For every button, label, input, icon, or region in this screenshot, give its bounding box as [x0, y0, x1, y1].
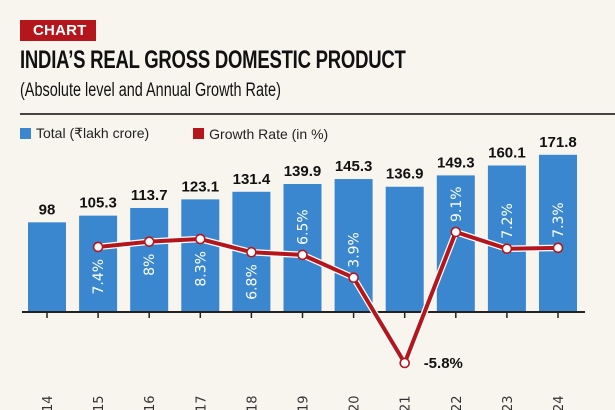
growth-point [552, 242, 564, 254]
x-tick-label: 19 [297, 395, 312, 410]
x-tick-label: 20 [348, 395, 363, 410]
growth-rate-label: 7.2% [500, 203, 516, 239]
bar [436, 175, 475, 312]
growth-rate-label: 8% [142, 254, 158, 276]
growth-point [92, 241, 104, 253]
chart-title: INDIA’S REAL GROSS DOMESTIC PRODUCT [20, 46, 406, 74]
growth-point [195, 233, 206, 245]
bar [539, 154, 577, 312]
bar-value-label: 145.3 [335, 158, 373, 175]
bar [487, 165, 526, 312]
chart-badge: CHART [20, 20, 96, 41]
bar-value-label: 139.9 [284, 163, 322, 180]
bar-value-label: 136.9 [386, 166, 424, 183]
x-tick-label: 16 [143, 395, 158, 410]
x-tick-label: 18 [245, 395, 260, 410]
growth-rate-label: 9.1% [449, 186, 465, 222]
bar-value-label: 105.3 [79, 195, 117, 212]
legend-item-total: Total (₹lakh crore) [20, 125, 149, 142]
bar [334, 179, 373, 312]
bar-value-label: 98 [39, 201, 56, 218]
bar [130, 207, 169, 312]
header-divider [20, 113, 615, 115]
bar-value-label: 131.4 [233, 171, 271, 188]
bar [28, 222, 66, 312]
bar [385, 186, 424, 312]
growth-rate-label: 8.3% [193, 251, 209, 287]
x-tick-label: 23 [501, 395, 516, 410]
bar [181, 199, 220, 312]
bar-value-label: 113.7 [131, 187, 168, 204]
growth-rate-label: 7.3% [551, 202, 567, 238]
chart-subtitle: (Absolute level and Annual Growth Rate) [20, 80, 281, 101]
legend: Total (₹lakh crore) Growth Rate (in %) [20, 125, 372, 142]
bar [283, 183, 322, 312]
legend-label-total: Total (₹lakh crore) [36, 125, 150, 141]
growth-rate-label: 6.5% [296, 209, 312, 245]
x-tick-label: 22 [450, 395, 465, 410]
growth-rate-label: 7.4% [91, 259, 107, 295]
growth-point [450, 226, 462, 238]
growth-rate-label: 6.8% [244, 264, 260, 300]
growth-point [297, 249, 308, 261]
legend-item-growth: Growth Rate (in %) [193, 126, 328, 142]
growth-rate-label: -5.8% [424, 355, 463, 372]
bar-value-label: 160.1 [488, 145, 526, 162]
x-tick-label: 24 [552, 395, 567, 410]
legend-swatch-total [20, 128, 31, 139]
growth-point [246, 246, 257, 258]
growth-point [501, 243, 513, 255]
bar-value-label: 171.8 [539, 134, 577, 151]
x-tick-label: 14 [41, 395, 56, 410]
bar [79, 215, 118, 312]
bar-value-label: 149.3 [437, 154, 475, 171]
bar-value-label: 123.1 [182, 178, 220, 195]
x-tick-label: 15 [92, 395, 107, 410]
legend-label-growth: Growth Rate (in %) [209, 125, 329, 142]
growth-point [348, 272, 359, 284]
growth-point [143, 236, 155, 247]
growth-point [399, 357, 411, 369]
growth-rate-label: 3.9% [347, 232, 363, 268]
legend-swatch-growth [193, 128, 205, 139]
x-tick-label: 21 [399, 395, 414, 410]
x-tick-label: 17 [194, 395, 209, 410]
growth-line [97, 230, 559, 365]
